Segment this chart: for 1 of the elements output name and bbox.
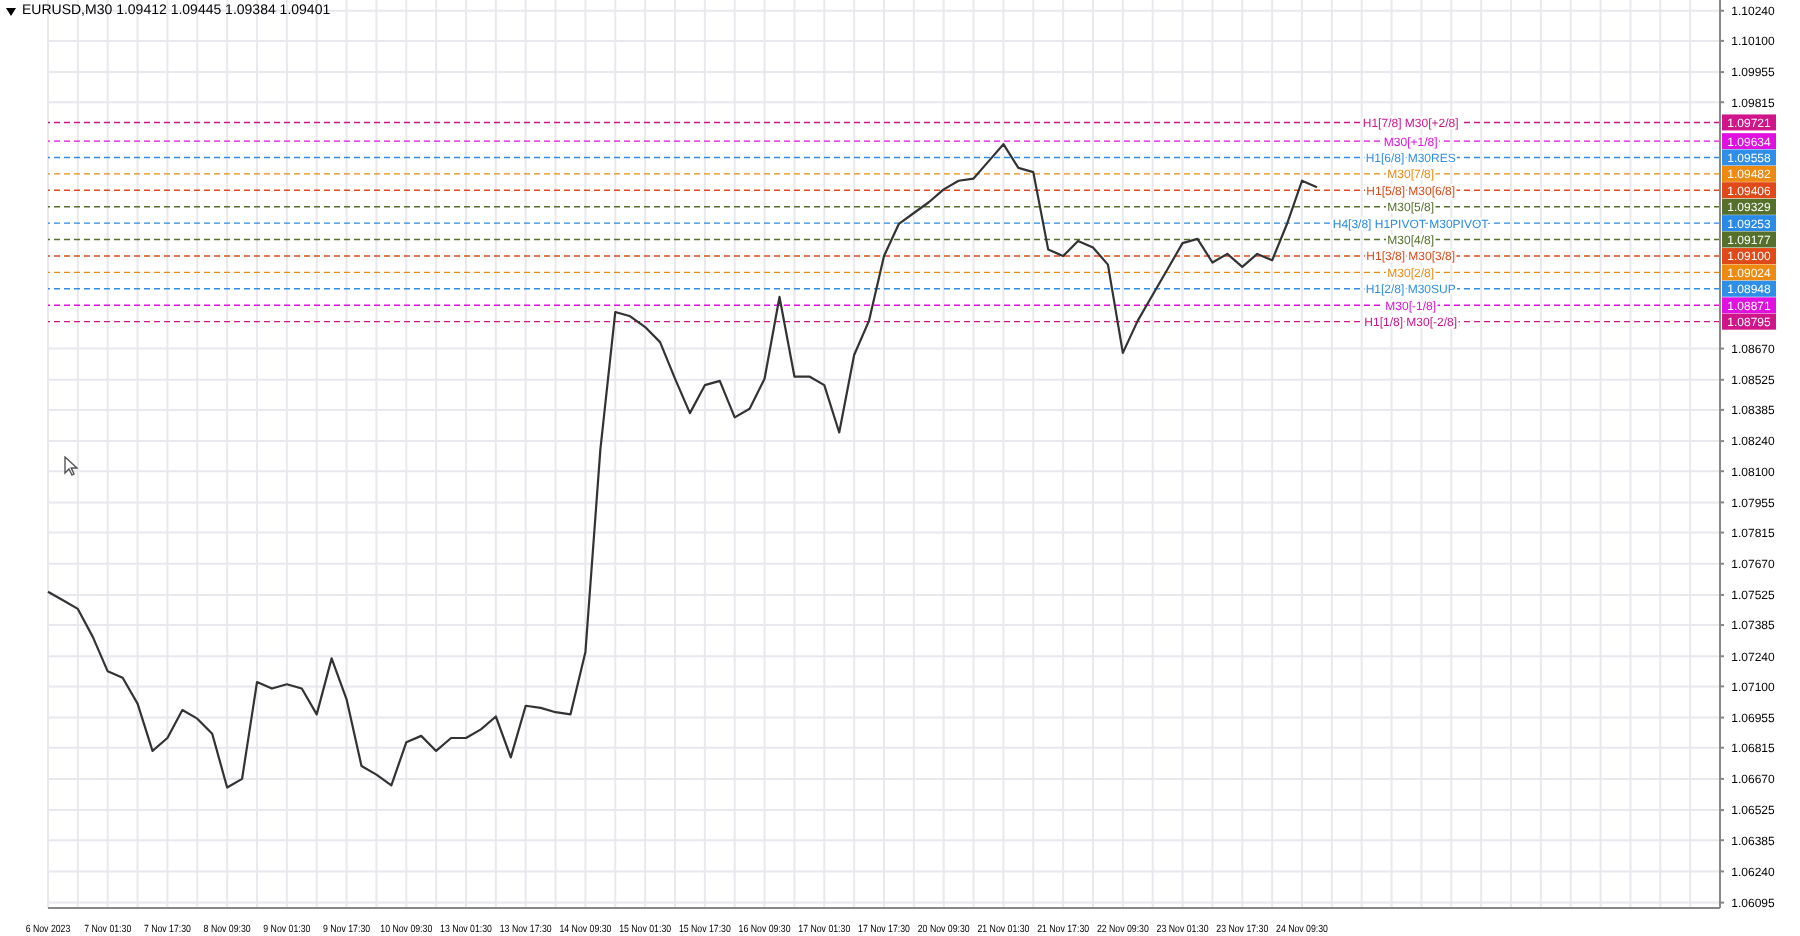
line-series xyxy=(46,143,1319,789)
